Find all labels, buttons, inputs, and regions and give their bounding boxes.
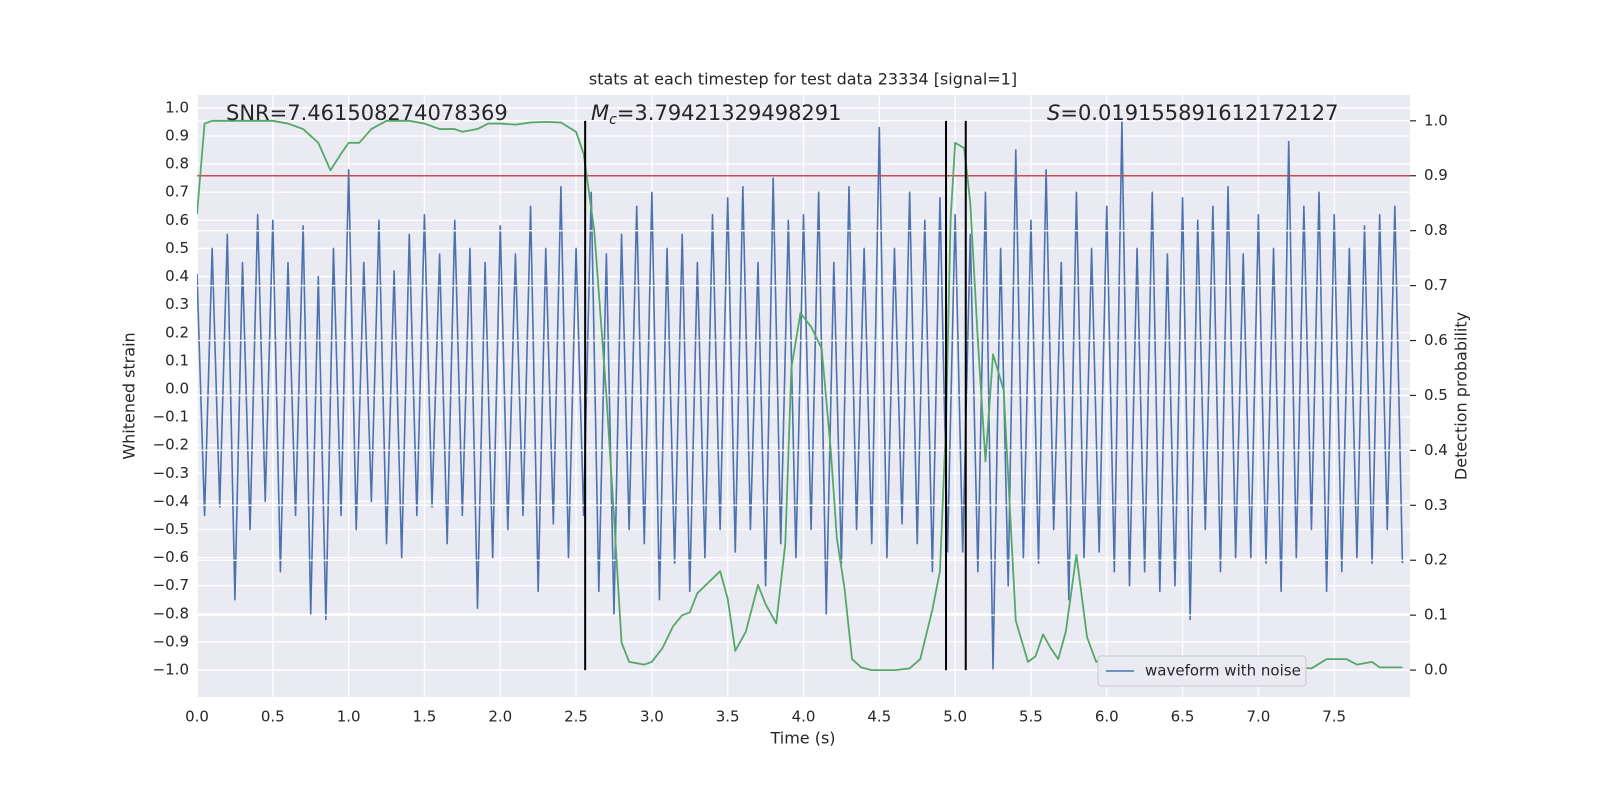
x-tick-label: 3.0 xyxy=(640,708,664,726)
x-tick-label: 0.0 xyxy=(185,708,209,726)
x-tick-label: 0.5 xyxy=(261,708,285,726)
y2-tick-label: 0.3 xyxy=(1424,496,1448,514)
y-tick-label: −0.3 xyxy=(153,464,189,482)
x-axis-label: Time (s) xyxy=(769,729,835,748)
x-tick-label: 6.0 xyxy=(1095,708,1119,726)
y2-tick-label: 0.4 xyxy=(1424,441,1448,459)
y2-tick-label: 0.6 xyxy=(1424,331,1448,349)
y-tick-label: 0.2 xyxy=(165,323,189,341)
y-tick-label: −0.9 xyxy=(153,632,189,650)
y-tick-label: 0.4 xyxy=(165,267,189,285)
y2-tick-label: 0.8 xyxy=(1424,221,1448,239)
x-tick-label: 4.5 xyxy=(867,708,891,726)
annotation: SNR=7.461508274078369 xyxy=(226,101,508,125)
y2-tick-label: 0.5 xyxy=(1424,386,1448,404)
plot-area xyxy=(197,119,1410,671)
annotation: S=0.019155891612172127 xyxy=(1047,101,1338,125)
series-line xyxy=(197,119,1403,671)
y-tick-label: 1.0 xyxy=(165,98,189,116)
y-tick-label: −0.2 xyxy=(153,436,189,454)
y2-tick-label: 0.2 xyxy=(1424,551,1448,569)
annotation-text: =0.019155891612172127 xyxy=(1060,101,1338,125)
legend-label: waveform with noise xyxy=(1145,662,1301,680)
y-tick-label: −0.4 xyxy=(153,492,189,510)
y2-tick-label: 0.0 xyxy=(1424,661,1448,679)
y2-tick-label: 0.7 xyxy=(1424,276,1448,294)
y-tick-label: 0.7 xyxy=(165,183,189,201)
x-tick-label: 1.5 xyxy=(413,708,437,726)
y-tick-label: 0.9 xyxy=(165,127,189,145)
y2-tick-label: 1.0 xyxy=(1424,111,1448,129)
y-tick-label: −1.0 xyxy=(153,661,189,679)
y-tick-label: 0.8 xyxy=(165,155,189,173)
y2-tick-label: 0.9 xyxy=(1424,166,1448,184)
y-tick-label: −0.1 xyxy=(153,408,189,426)
y-tick-label: 0.0 xyxy=(165,379,189,397)
legend-box xyxy=(1097,655,1307,687)
y-axis-label: Whitened strain xyxy=(120,332,139,459)
y2-axis-label: Detection probability xyxy=(1452,312,1471,480)
x-tick-label: 5.0 xyxy=(943,708,967,726)
y-tick-label: 0.3 xyxy=(165,295,189,313)
annotation: Mc=3.79421329498291 xyxy=(591,101,842,128)
x-tick-label: 7.5 xyxy=(1322,708,1346,726)
x-tick-label: 5.5 xyxy=(1019,708,1043,726)
chart-title: stats at each timestep for test data 233… xyxy=(589,70,1017,89)
legend: waveform with noise xyxy=(1097,655,1307,687)
y-tick-label: 0.5 xyxy=(165,239,189,257)
annotation-subscript: c xyxy=(609,112,617,128)
x-tick-label: 3.5 xyxy=(716,708,740,726)
x-tick-label: 6.5 xyxy=(1171,708,1195,726)
x-tick-label: 4.0 xyxy=(792,708,816,726)
y-tick-label: −0.7 xyxy=(153,576,189,594)
x-tick-label: 7.0 xyxy=(1246,708,1270,726)
y-tick-label: 0.6 xyxy=(165,211,189,229)
x-tick-label: 1.0 xyxy=(337,708,361,726)
y-tick-label: 0.1 xyxy=(165,351,189,369)
annotation-symbol: M xyxy=(591,101,609,125)
y2-tick-label: 0.1 xyxy=(1424,606,1448,624)
y-tick-label: −0.6 xyxy=(153,548,189,566)
y-tick-label: −0.8 xyxy=(153,604,189,622)
x-tick-label: 2.5 xyxy=(564,708,588,726)
y-tick-label: −0.5 xyxy=(153,520,189,538)
annotation-text: SNR=7.461508274078369 xyxy=(226,101,508,125)
annotation-text: =3.79421329498291 xyxy=(617,101,842,125)
annotation-symbol: S xyxy=(1047,101,1060,125)
x-tick-label: 2.0 xyxy=(488,708,512,726)
series-line xyxy=(197,121,1404,671)
